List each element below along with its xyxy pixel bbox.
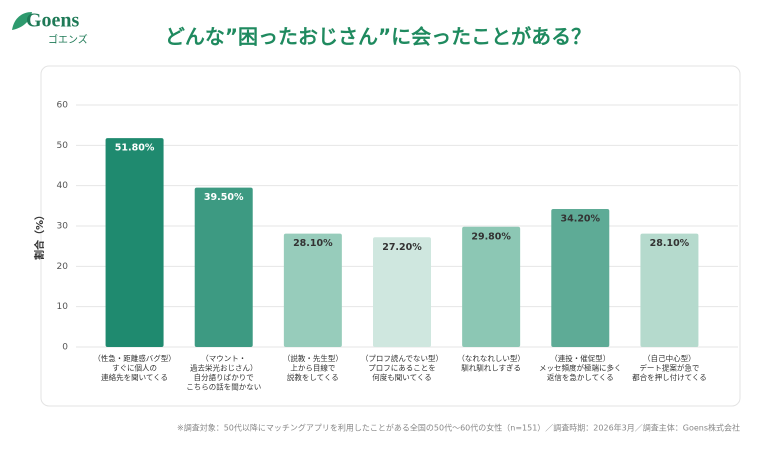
- value-label: 34.20%: [560, 214, 600, 225]
- bar: [105, 138, 164, 347]
- x-tick-label: （マウント・過去栄光おじさん）自分語りばかりでこちらの話を聞かない: [186, 354, 261, 392]
- bar: [373, 237, 431, 347]
- logo-kana: ゴエンズ: [48, 33, 88, 46]
- chart-title: どんな”困ったおじさん”に会ったことがある？: [165, 25, 591, 49]
- value-label: 29.80%: [471, 231, 511, 242]
- logo-leaf: [12, 12, 32, 30]
- bar: [194, 187, 253, 347]
- y-tick-label: 10: [57, 302, 69, 312]
- y-tick-label: 50: [57, 141, 69, 151]
- x-tick-label: （自己中心型）デート提案が急で都合を押し付けてくる: [632, 353, 707, 382]
- value-label: 51.80%: [115, 143, 155, 154]
- value-label: 28.10%: [650, 238, 690, 249]
- value-label: 27.20%: [382, 242, 422, 253]
- y-tick-label: 20: [57, 262, 69, 272]
- y-axis-label: 割合（%）: [33, 210, 46, 260]
- y-tick-label: 40: [57, 181, 69, 191]
- x-tick-label: （説教・先生型）上から目線で説教をしてくる: [283, 353, 343, 382]
- y-tick-label: 30: [57, 222, 69, 232]
- x-tick-label: （連投・催促型）メッセ頻度が極端に多く返信を急かしてくる: [539, 353, 622, 382]
- y-tick-label: 0: [62, 343, 68, 353]
- bar: [283, 233, 342, 347]
- value-label: 39.50%: [204, 192, 244, 203]
- value-label: 28.10%: [293, 238, 333, 249]
- x-tick-label: （なれなれしい型）馴れ馴れしすぎる: [457, 354, 525, 373]
- footnote: ※調査対象：50代以降にマッチングアプリを利用したことがある全国の50代〜60代…: [177, 423, 740, 433]
- bar: [551, 209, 610, 347]
- logo: Goens: [26, 10, 80, 32]
- bar: [462, 226, 521, 347]
- bar: [640, 233, 699, 347]
- x-tick-label: （プロフ読んでない型）プロフにあることを何度も聞いてくる: [361, 353, 443, 382]
- y-tick-label: 60: [57, 101, 69, 111]
- x-tick-label: （性急・距離感バグ型）すぐに個人の連絡先を聞いてくる: [93, 353, 176, 382]
